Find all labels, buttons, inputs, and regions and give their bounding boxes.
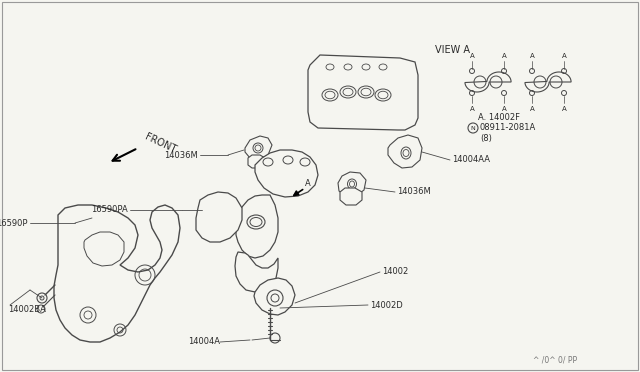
Polygon shape <box>254 278 295 315</box>
Polygon shape <box>248 155 265 168</box>
Text: N: N <box>470 125 476 131</box>
Text: 16590P: 16590P <box>0 218 28 228</box>
Ellipse shape <box>358 86 374 98</box>
Ellipse shape <box>379 64 387 70</box>
Text: A: A <box>562 106 566 112</box>
Text: VIEW A: VIEW A <box>435 45 470 55</box>
Text: 14002BA: 14002BA <box>8 305 46 314</box>
Ellipse shape <box>343 88 353 96</box>
Ellipse shape <box>255 145 261 151</box>
Ellipse shape <box>250 218 262 227</box>
Ellipse shape <box>322 89 338 101</box>
Ellipse shape <box>375 89 391 101</box>
Polygon shape <box>196 192 242 242</box>
Polygon shape <box>84 232 124 266</box>
Polygon shape <box>340 188 362 205</box>
Ellipse shape <box>283 156 293 164</box>
Text: 14002: 14002 <box>382 266 408 276</box>
Text: 14004A: 14004A <box>188 337 220 346</box>
Ellipse shape <box>378 91 388 99</box>
Ellipse shape <box>349 181 355 187</box>
Polygon shape <box>245 136 272 160</box>
Ellipse shape <box>362 64 370 70</box>
Ellipse shape <box>253 143 263 153</box>
Text: FRONT: FRONT <box>143 131 177 155</box>
Ellipse shape <box>326 64 334 70</box>
Text: ^ /0^ 0/ PP: ^ /0^ 0/ PP <box>533 356 577 365</box>
Ellipse shape <box>263 158 273 166</box>
Polygon shape <box>308 55 418 130</box>
Text: A: A <box>470 53 474 59</box>
Ellipse shape <box>361 88 371 96</box>
Text: 14004AA: 14004AA <box>452 155 490 164</box>
Ellipse shape <box>300 158 310 166</box>
Text: 16590PA: 16590PA <box>92 205 128 215</box>
Text: 14002D: 14002D <box>370 301 403 310</box>
Text: A. 14002F: A. 14002F <box>478 113 520 122</box>
Polygon shape <box>236 195 278 258</box>
Ellipse shape <box>325 91 335 99</box>
Text: (8): (8) <box>480 134 492 142</box>
Text: A: A <box>502 53 506 59</box>
Polygon shape <box>235 252 278 292</box>
Polygon shape <box>54 205 180 342</box>
Text: A: A <box>530 106 534 112</box>
Polygon shape <box>388 135 422 168</box>
Ellipse shape <box>344 64 352 70</box>
Ellipse shape <box>340 86 356 98</box>
Ellipse shape <box>247 215 265 229</box>
Ellipse shape <box>348 179 356 189</box>
Text: 14036M: 14036M <box>397 187 431 196</box>
Text: 08911-2081A: 08911-2081A <box>480 124 536 132</box>
Polygon shape <box>255 150 318 197</box>
Text: 14036M: 14036M <box>164 151 198 160</box>
Ellipse shape <box>403 150 409 157</box>
Polygon shape <box>465 72 511 92</box>
Text: A: A <box>305 179 311 187</box>
Text: A: A <box>562 53 566 59</box>
Text: A: A <box>470 106 474 112</box>
Text: A: A <box>502 106 506 112</box>
Ellipse shape <box>401 147 411 159</box>
Text: A: A <box>530 53 534 59</box>
Polygon shape <box>338 172 366 196</box>
Polygon shape <box>525 72 571 92</box>
